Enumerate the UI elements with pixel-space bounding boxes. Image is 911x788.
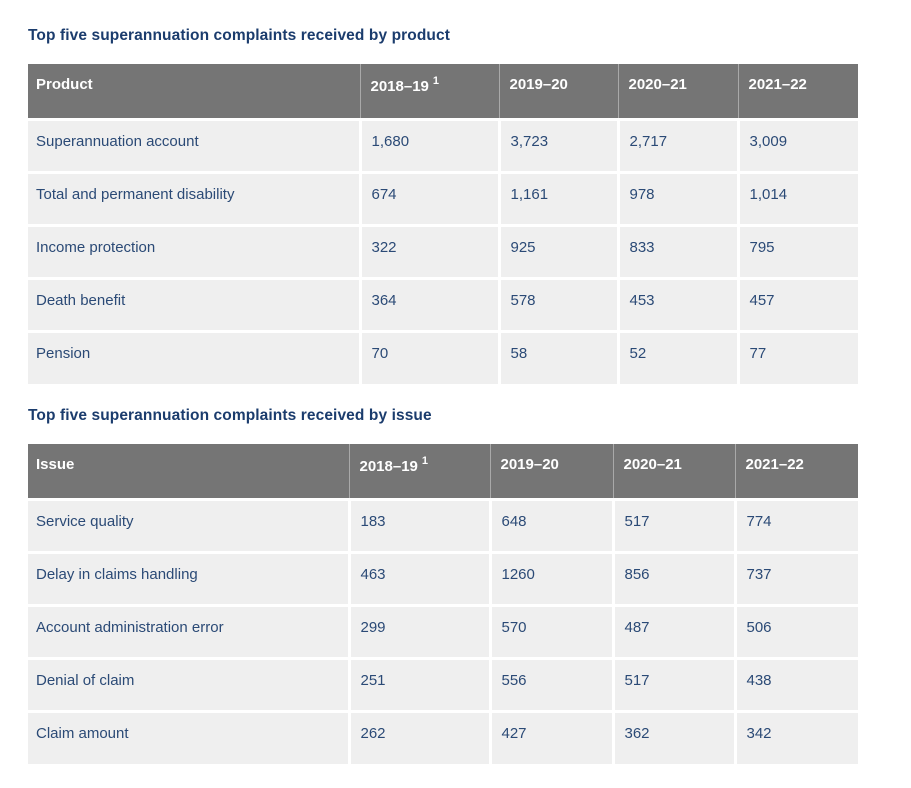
data-cell: 322 <box>360 225 501 280</box>
data-cell: 517 <box>613 658 737 713</box>
row-label-cell: Account administration error <box>28 605 351 660</box>
column-header-label: 2021–22 <box>745 456 804 473</box>
issue-table-title: Top five superannuation complaints recei… <box>28 407 432 424</box>
data-cell: 570 <box>490 605 615 660</box>
data-cell: 262 <box>349 711 492 764</box>
row-label-cell: Total and permanent disability <box>28 172 362 227</box>
data-cell: 1,680 <box>360 119 501 174</box>
data-cell: 463 <box>349 552 492 607</box>
row-label-cell: Denial of claim <box>28 658 351 713</box>
data-cell: 2,717 <box>618 119 740 174</box>
data-cell: 1,014 <box>738 172 858 227</box>
column-header-2018-19: 2018–19 1 <box>349 444 491 501</box>
column-header-product: Product <box>28 64 361 121</box>
table-row: Income protection 322 925 833 795 <box>28 225 858 280</box>
data-cell: 556 <box>490 658 615 713</box>
data-cell: 77 <box>738 331 858 384</box>
column-header-2021-22: 2021–22 <box>738 64 858 121</box>
column-header-label: 2019–20 <box>500 456 559 473</box>
data-cell: 517 <box>613 499 737 554</box>
data-cell: 3,723 <box>499 119 620 174</box>
row-label-cell: Superannuation account <box>28 119 362 174</box>
data-cell: 506 <box>735 605 858 660</box>
table-row: Pension 70 58 52 77 <box>28 331 858 384</box>
column-header-2021-22: 2021–22 <box>735 444 858 501</box>
data-cell: 856 <box>613 552 737 607</box>
data-cell: 3,009 <box>738 119 858 174</box>
row-label-cell: Claim amount <box>28 711 351 764</box>
data-cell: 299 <box>349 605 492 660</box>
data-cell: 58 <box>499 331 620 384</box>
data-cell: 52 <box>618 331 740 384</box>
footnote-marker: 1 <box>432 75 440 87</box>
row-label-cell: Service quality <box>28 499 351 554</box>
data-cell: 364 <box>360 278 501 333</box>
data-cell: 342 <box>735 711 858 764</box>
data-cell: 795 <box>738 225 858 280</box>
column-header-2020-21: 2020–21 <box>618 64 739 121</box>
table-row: Claim amount 262 427 362 342 <box>28 711 858 764</box>
page-content: Top five superannuation complaints recei… <box>28 27 858 764</box>
data-cell: 1,161 <box>499 172 620 227</box>
table-row: Account administration error 299 570 487… <box>28 605 858 660</box>
row-label-cell: Pension <box>28 331 362 384</box>
data-cell: 70 <box>360 331 501 384</box>
data-cell: 648 <box>490 499 615 554</box>
data-cell: 774 <box>735 499 858 554</box>
row-label-cell: Income protection <box>28 225 362 280</box>
column-header-label: 2019–20 <box>509 76 568 93</box>
product-table: Product 2018–19 1 2019–20 2020–21 2021–22… <box>28 64 858 384</box>
table-row: Death benefit 364 578 453 457 <box>28 278 858 333</box>
data-cell: 978 <box>618 172 740 227</box>
data-cell: 578 <box>499 278 620 333</box>
column-header-label: Product <box>36 76 93 93</box>
product-table-header-row: Product 2018–19 1 2019–20 2020–21 2021–22 <box>28 64 858 121</box>
data-cell: 737 <box>735 552 858 607</box>
data-cell: 427 <box>490 711 615 764</box>
data-cell: 183 <box>349 499 492 554</box>
column-header-label: 2020–21 <box>628 76 687 93</box>
footnote-marker: 1 <box>421 455 429 467</box>
data-cell: 487 <box>613 605 737 660</box>
data-cell: 674 <box>360 172 501 227</box>
table-row: Delay in claims handling 463 1260 856 73… <box>28 552 858 607</box>
data-cell: 457 <box>738 278 858 333</box>
column-header-2020-21: 2020–21 <box>613 444 736 501</box>
table-row: Superannuation account 1,680 3,723 2,717… <box>28 119 858 174</box>
row-label-cell: Delay in claims handling <box>28 552 351 607</box>
data-cell: 438 <box>735 658 858 713</box>
column-header-2018-19: 2018–19 1 <box>360 64 500 121</box>
table-row: Total and permanent disability 674 1,161… <box>28 172 858 227</box>
row-label-cell: Death benefit <box>28 278 362 333</box>
column-header-label: 2018–19 <box>370 78 429 95</box>
issue-table: Issue 2018–19 1 2019–20 2020–21 2021–22 S… <box>28 444 858 764</box>
column-header-label: 2018–19 <box>359 458 418 475</box>
issue-table-header-row: Issue 2018–19 1 2019–20 2020–21 2021–22 <box>28 444 858 501</box>
column-header-label: Issue <box>36 456 75 473</box>
data-cell: 833 <box>618 225 740 280</box>
table-row: Service quality 183 648 517 774 <box>28 499 858 554</box>
data-cell: 251 <box>349 658 492 713</box>
data-cell: 1260 <box>490 552 615 607</box>
column-header-issue: Issue <box>28 444 350 501</box>
column-header-label: 2020–21 <box>623 456 682 473</box>
table-row: Denial of claim 251 556 517 438 <box>28 658 858 713</box>
data-cell: 453 <box>618 278 740 333</box>
data-cell: 362 <box>613 711 737 764</box>
data-cell: 925 <box>499 225 620 280</box>
column-header-2019-20: 2019–20 <box>499 64 619 121</box>
column-header-label: 2021–22 <box>748 76 807 93</box>
product-table-title: Top five superannuation complaints recei… <box>28 27 450 44</box>
column-header-2019-20: 2019–20 <box>490 444 614 501</box>
